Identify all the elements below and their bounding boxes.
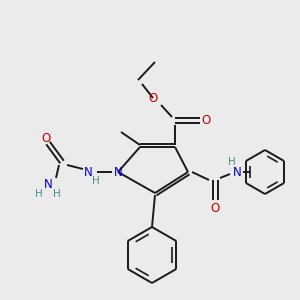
Text: O: O [201, 113, 211, 127]
Text: N: N [44, 178, 52, 191]
Text: N: N [114, 166, 122, 178]
Text: N: N [84, 166, 92, 178]
Text: O: O [210, 202, 220, 214]
Text: O: O [41, 131, 51, 145]
Text: H: H [53, 189, 61, 199]
Text: O: O [148, 92, 158, 104]
Text: N: N [232, 166, 242, 178]
Text: H: H [228, 157, 236, 167]
Text: H: H [92, 176, 100, 186]
Text: H: H [35, 189, 43, 199]
